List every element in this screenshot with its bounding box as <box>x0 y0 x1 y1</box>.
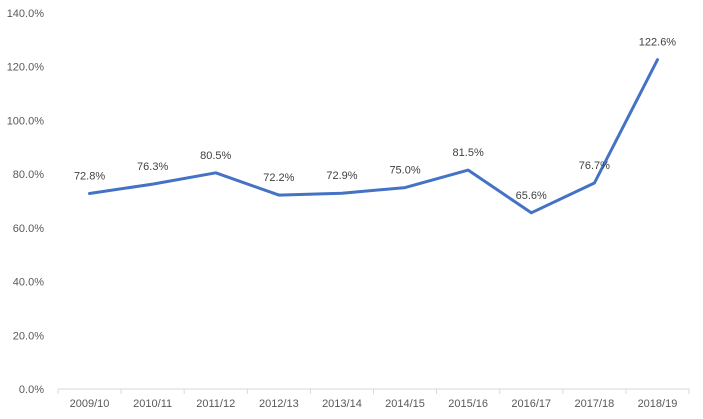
data-label: 65.6% <box>516 190 547 202</box>
data-label: 72.9% <box>326 170 357 182</box>
x-axis-ticks <box>57 389 690 394</box>
y-tick-label: 140.0% <box>7 8 45 20</box>
data-label: 75.0% <box>389 165 420 177</box>
data-labels: 72.8% 76.3% 80.5% 72.2% 72.9% 75.0% 81.5% 65.6%… <box>74 37 676 202</box>
data-label: 81.5% <box>453 147 484 159</box>
x-tick-label: 2015/16 <box>448 398 488 410</box>
y-tick-label: 120.0% <box>7 62 45 74</box>
y-tick-label: 60.0% <box>13 223 44 235</box>
data-label: 76.7% <box>579 160 610 172</box>
x-tick-label: 2018/19 <box>638 398 678 410</box>
y-tick-label: 80.0% <box>13 169 44 181</box>
x-tick-label: 2012/13 <box>259 398 299 410</box>
x-tick-label: 2016/17 <box>511 398 551 410</box>
y-tick-label: 40.0% <box>13 277 44 289</box>
series-line <box>88 58 659 215</box>
y-tick-label: 100.0% <box>7 115 45 127</box>
data-label: 80.5% <box>200 150 231 162</box>
data-label: 72.2% <box>263 172 294 184</box>
x-tick-label: 2013/14 <box>322 398 362 410</box>
x-tick-label: 2011/12 <box>196 398 235 410</box>
data-label: 122.6% <box>639 37 677 49</box>
data-label: 72.8% <box>74 170 105 182</box>
x-tick-label: 2017/18 <box>574 398 614 410</box>
y-tick-label: 0.0% <box>19 384 44 396</box>
x-tick-label: 2010/11 <box>133 398 172 410</box>
x-tick-label: 2009/10 <box>70 398 110 410</box>
x-axis-tick-labels: 2009/10 2010/11 2011/12 2012/13 2013/14 2014/… <box>70 398 678 410</box>
x-tick-label: 2014/15 <box>385 398 425 410</box>
y-axis-tick-labels: 0.0% 20.0% 40.0% 60.0% 80.0% 100.0% 120.0% 140.… <box>7 8 45 396</box>
y-tick-label: 20.0% <box>13 330 44 342</box>
data-label: 76.3% <box>137 161 168 173</box>
